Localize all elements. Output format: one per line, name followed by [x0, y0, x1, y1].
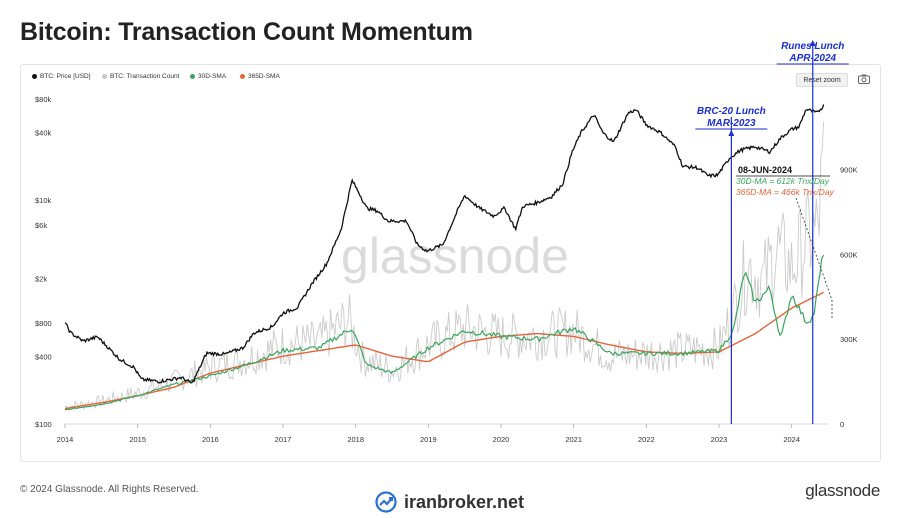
- annotation-brc20: BRC-20 Lunch MAR-2023: [695, 106, 768, 424]
- trend-chart-icon: [375, 491, 397, 513]
- x-tick-label: 2019: [420, 435, 437, 444]
- legend-item-ma30[interactable]: 30D-SMA: [190, 73, 226, 80]
- runes-label: Runes Lunch: [781, 41, 844, 52]
- annotation-values: 08-JUN-2024 30D-MA = 612k Tnx/Day 365D-M…: [736, 165, 834, 318]
- footer-copyright: © 2024 Glassnode. All Rights Reserved.: [20, 484, 199, 495]
- y-axis-right: 0 300K 600K 900K: [840, 166, 858, 429]
- y-right-tick-label: 300K: [840, 335, 858, 344]
- legend-label-ma30: 30D-SMA: [198, 73, 227, 80]
- x-tick-label: 2016: [202, 435, 219, 444]
- y-left-tick-label: $10k: [35, 196, 52, 205]
- x-tick-label: 2017: [275, 435, 292, 444]
- x-tick-label: 2022: [638, 435, 655, 444]
- watermark: glassnode: [341, 228, 569, 284]
- annotation-date: 08-JUN-2024: [738, 165, 792, 175]
- chart-frame: [20, 64, 881, 462]
- y-axis-left: $100 $400 $800 $2k $6k $10k $40k $80k: [35, 95, 52, 429]
- brc20-arrowhead: [728, 130, 735, 136]
- annotation-runes: Runes Lunch APR-2024: [776, 40, 849, 424]
- x-tick-label: 2015: [129, 435, 146, 444]
- y-left-tick-label: $2k: [35, 274, 47, 283]
- y-left-tick-label: $40k: [35, 129, 52, 138]
- x-tick-label: 2024: [783, 435, 800, 444]
- legend-dot-count: [102, 74, 107, 79]
- annotation-ma365: 365D-MA = 466k Tnx/Day: [736, 187, 834, 197]
- y-left-tick-label: $80k: [35, 95, 52, 104]
- legend-item-count[interactable]: BTC: Transaction Count: [102, 73, 179, 80]
- footer-brand: glassnode: [805, 481, 880, 500]
- y-left-tick-label: $100: [35, 420, 52, 429]
- legend-dot-price: [32, 74, 37, 79]
- x-tick-label: 2014: [57, 435, 74, 444]
- y-right-tick-label: 900K: [840, 166, 858, 175]
- page-title: Bitcoin: Transaction Count Momentum: [20, 18, 473, 46]
- legend-item-ma365[interactable]: 365D-SMA: [240, 73, 280, 80]
- x-tick-label: 2020: [493, 435, 510, 444]
- legend-dot-ma365: [240, 74, 245, 79]
- series-30d-sma: [64, 254, 825, 411]
- brc20-label: BRC-20 Lunch: [697, 106, 766, 117]
- legend-label-count: BTC: Transaction Count: [110, 73, 180, 80]
- y-right-tick-label: 600K: [840, 250, 858, 259]
- legend-item-price[interactable]: BTC: Price [USD]: [32, 73, 91, 80]
- footer-site-logo[interactable]: iranbroker.net: [374, 491, 524, 513]
- y-right-tick-label: 0: [840, 420, 844, 429]
- footer-site-name: iranbroker.net: [404, 491, 525, 512]
- legend-label-price: BTC: Price [USD]: [40, 73, 91, 80]
- price-layer: [64, 104, 825, 384]
- runes-date: APR-2024: [788, 53, 836, 64]
- x-axis: 2014 2015 2016 2017 2018 2019 2020 2021 2022 2023…: [57, 423, 828, 444]
- x-tick-label: 2023: [711, 435, 728, 444]
- reset-zoom-button[interactable]: Reset zoom: [796, 73, 848, 87]
- legend-label-ma365: 365D-SMA: [248, 73, 280, 80]
- count-layer: [64, 121, 825, 412]
- series-btc-price: [64, 104, 825, 384]
- annotation-ma30: 30D-MA = 612k Tnx/Day: [736, 176, 830, 186]
- x-tick-label: 2018: [347, 435, 364, 444]
- x-tick-label: 2021: [565, 435, 582, 444]
- ma30-layer: [64, 254, 825, 411]
- camera-icon[interactable]: [858, 74, 870, 84]
- y-left-tick-label: $400: [35, 353, 52, 362]
- brc20-date: MAR-2023: [707, 118, 756, 129]
- series-transaction-count: [64, 121, 825, 412]
- legend-dot-ma30: [190, 74, 195, 79]
- y-left-tick-label: $6k: [35, 221, 47, 230]
- y-left-tick-label: $800: [35, 319, 52, 328]
- runes-arrowhead: [809, 40, 816, 46]
